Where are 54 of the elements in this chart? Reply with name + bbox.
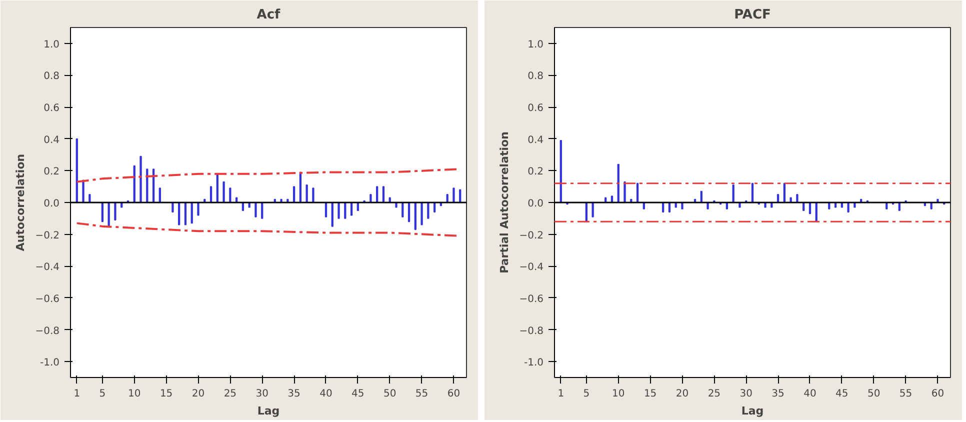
x-axis-title: Lag bbox=[257, 404, 280, 418]
x-tick-label: 50 bbox=[383, 388, 396, 400]
x-tick-label: 1 bbox=[74, 388, 80, 400]
y-tick-label: 1.0 bbox=[44, 39, 60, 50]
x-axis-title: Lag bbox=[741, 404, 764, 418]
x-tick-label: 45 bbox=[836, 388, 848, 400]
x-tick-label: 35 bbox=[288, 388, 300, 400]
x-tick-label: 5 bbox=[583, 388, 590, 400]
y-tick-label: −0.8 bbox=[519, 326, 544, 337]
y-tick-label: −0.2 bbox=[35, 230, 60, 242]
y-tick-label: 1.0 bbox=[528, 39, 544, 50]
y-tick-label: 0.8 bbox=[528, 71, 544, 82]
y-tick-label: −0.4 bbox=[35, 262, 60, 274]
x-tick-label: 10 bbox=[612, 388, 625, 400]
y-tick-label: 0.0 bbox=[44, 198, 60, 210]
y-tick-label: 0.4 bbox=[44, 134, 60, 146]
chart-title: PACF bbox=[734, 8, 771, 22]
x-tick-label: 5 bbox=[99, 388, 106, 400]
x-tick-label: 55 bbox=[415, 388, 428, 400]
x-tick-label: 20 bbox=[676, 388, 689, 400]
x-tick-label: 15 bbox=[644, 388, 657, 400]
y-tick-label: -1.0 bbox=[40, 358, 60, 369]
y-axis-title: Partial Autocorrelation bbox=[498, 132, 512, 274]
x-tick-label: 40 bbox=[804, 388, 816, 400]
x-tick-label: 50 bbox=[867, 388, 880, 400]
x-tick-label: 15 bbox=[160, 388, 173, 400]
x-tick-label: 60 bbox=[931, 388, 944, 400]
x-tick-label: 10 bbox=[128, 388, 141, 400]
y-axis-title: Autocorrelation bbox=[14, 154, 28, 252]
y-tick-label: 0.2 bbox=[528, 166, 544, 178]
x-tick-label: 25 bbox=[224, 388, 237, 400]
y-tick-label: 0.4 bbox=[528, 134, 544, 146]
x-tick-label: 30 bbox=[256, 388, 268, 400]
y-tick-label: −0.2 bbox=[519, 230, 544, 242]
x-tick-label: 25 bbox=[708, 388, 721, 400]
y-tick-label: 0.8 bbox=[44, 71, 60, 82]
y-tick-label: 0.6 bbox=[528, 103, 544, 114]
x-tick-label: 60 bbox=[447, 388, 460, 400]
y-tick-label: -1.0 bbox=[524, 358, 544, 369]
x-tick-label: 35 bbox=[772, 388, 784, 400]
y-tick-label: −0.6 bbox=[519, 294, 544, 305]
x-tick-label: 55 bbox=[899, 388, 912, 400]
y-tick-label: −0.4 bbox=[519, 262, 544, 274]
x-tick-label: 30 bbox=[740, 388, 752, 400]
x-tick-label: 1 bbox=[558, 388, 564, 400]
y-tick-label: 0.6 bbox=[44, 103, 60, 114]
chart-title: Acf bbox=[256, 8, 281, 22]
y-tick-label: −0.6 bbox=[35, 294, 60, 305]
x-tick-label: 20 bbox=[192, 388, 205, 400]
y-tick-label: 0.2 bbox=[44, 166, 60, 178]
x-tick-label: 40 bbox=[320, 388, 332, 400]
y-tick-label: 0.0 bbox=[528, 198, 544, 210]
y-tick-label: −0.8 bbox=[35, 326, 60, 337]
x-tick-label: 45 bbox=[352, 388, 364, 400]
